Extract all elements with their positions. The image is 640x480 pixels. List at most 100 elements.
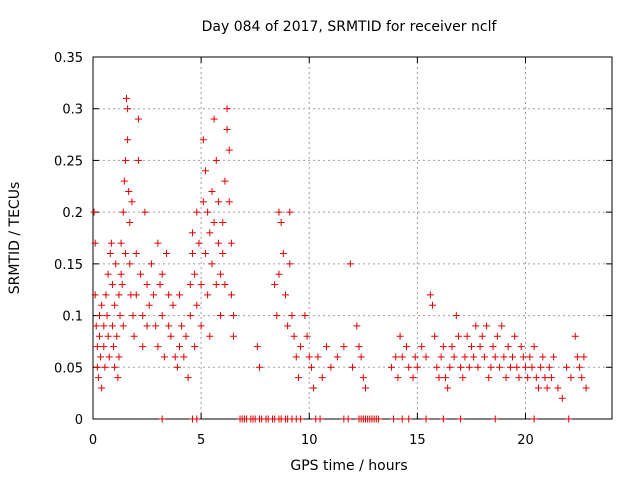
data-point — [199, 198, 207, 206]
data-point — [93, 363, 101, 371]
data-point — [463, 332, 471, 340]
data-point — [212, 281, 220, 289]
data-point — [126, 218, 134, 226]
x-tick-label: 15 — [409, 433, 426, 448]
data-point — [578, 374, 586, 382]
data-point — [543, 384, 551, 392]
data-point — [318, 374, 326, 382]
data-point — [288, 312, 296, 320]
data-point — [563, 363, 571, 371]
data-point — [208, 187, 216, 195]
data-point — [461, 353, 469, 361]
data-point — [271, 281, 279, 289]
data-point — [227, 291, 235, 299]
data-point — [519, 353, 527, 361]
data-point — [124, 136, 132, 144]
data-point — [158, 312, 166, 320]
data-point — [446, 363, 454, 371]
data-point — [517, 343, 525, 351]
data-point — [437, 353, 445, 361]
data-point — [130, 332, 138, 340]
data-point — [223, 105, 231, 113]
data-point — [214, 239, 222, 247]
data-point — [225, 198, 233, 206]
data-point — [444, 384, 452, 392]
data-point — [139, 312, 147, 320]
data-point — [398, 415, 406, 423]
data-point — [108, 322, 116, 330]
data-point — [158, 270, 166, 278]
data-point — [126, 260, 134, 268]
data-point — [106, 250, 114, 258]
data-point — [121, 250, 129, 258]
data-point — [467, 343, 475, 351]
data-point — [150, 291, 158, 299]
data-point — [398, 353, 406, 361]
data-point — [439, 343, 447, 351]
data-point — [221, 177, 229, 185]
data-point — [110, 343, 118, 351]
data-point — [465, 363, 473, 371]
data-point — [115, 353, 123, 361]
data-point — [496, 363, 504, 371]
data-point — [120, 177, 128, 185]
data-point — [340, 343, 348, 351]
data-point — [323, 343, 331, 351]
data-point — [158, 415, 166, 423]
data-point — [253, 343, 261, 351]
data-point — [186, 312, 194, 320]
data-point — [565, 415, 573, 423]
data-point — [537, 363, 545, 371]
data-point — [117, 239, 125, 247]
data-point — [201, 167, 209, 175]
data-point — [227, 239, 235, 247]
data-point — [117, 270, 125, 278]
data-points — [90, 94, 590, 423]
data-point — [279, 250, 287, 258]
data-point — [297, 415, 305, 423]
data-point — [123, 94, 131, 102]
data-point — [534, 384, 542, 392]
data-point — [452, 312, 460, 320]
data-point — [511, 332, 519, 340]
data-point — [191, 270, 199, 278]
data-point — [489, 343, 497, 351]
data-point — [504, 343, 512, 351]
data-point — [310, 384, 318, 392]
data-point — [426, 291, 434, 299]
data-point — [294, 374, 302, 382]
data-point — [392, 353, 400, 361]
data-point — [491, 353, 499, 361]
data-point — [547, 374, 555, 382]
data-point — [580, 353, 588, 361]
data-point — [353, 322, 361, 330]
data-point — [197, 281, 205, 289]
data-point — [134, 115, 142, 123]
data-point — [273, 312, 281, 320]
data-point — [275, 208, 283, 216]
data-point — [558, 394, 566, 402]
data-point — [132, 291, 140, 299]
data-point — [104, 332, 112, 340]
data-point — [418, 343, 426, 351]
data-point — [526, 353, 534, 361]
data-point — [359, 374, 367, 382]
data-point — [515, 374, 523, 382]
data-point — [573, 353, 581, 361]
data-point — [396, 332, 404, 340]
data-point — [361, 384, 369, 392]
data-point — [143, 322, 151, 330]
data-point — [230, 312, 238, 320]
chart-title: Day 084 of 2017, SRMTID for receiver ncl… — [202, 19, 498, 35]
data-point — [502, 374, 510, 382]
data-point — [429, 301, 437, 309]
data-point — [132, 250, 140, 258]
data-point — [100, 322, 108, 330]
data-point — [528, 363, 536, 371]
data-point — [212, 156, 220, 164]
data-point — [139, 343, 147, 351]
x-tick-label: 20 — [517, 433, 534, 448]
data-point — [154, 239, 162, 247]
data-point — [301, 312, 309, 320]
